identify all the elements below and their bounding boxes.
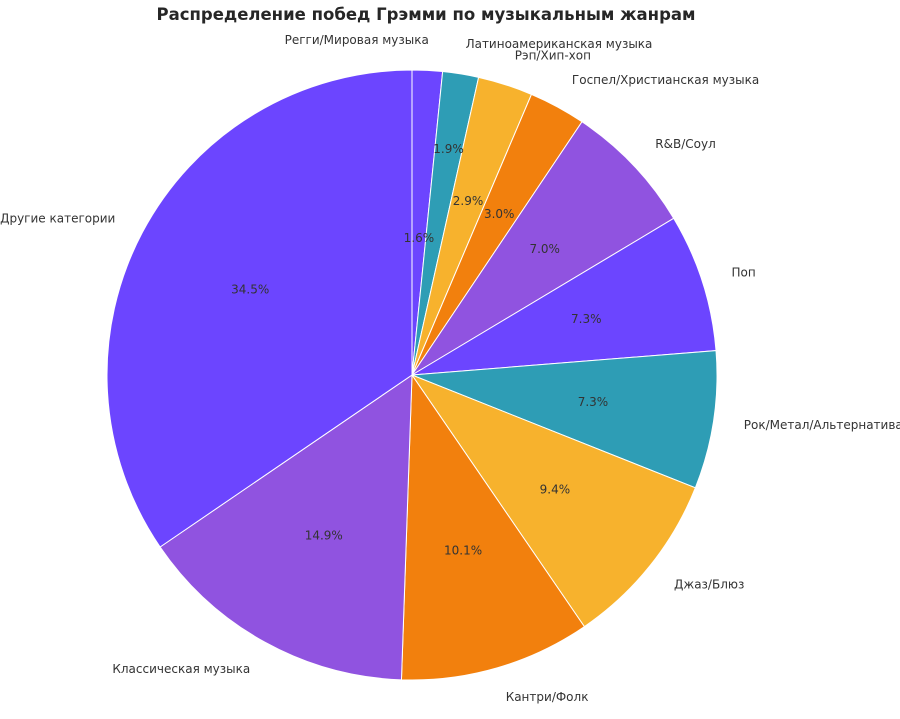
slice-percent-label: 14.9% (305, 528, 343, 542)
slice-percent-label: 9.4% (540, 482, 571, 496)
slice-label: Поп (732, 266, 756, 280)
pie-slice (400, 373, 586, 681)
slice-percent-label: 1.9% (433, 142, 464, 156)
slice-label: Рок/Метал/Альтернатива (744, 418, 900, 432)
slice-percent-label: 1.6% (404, 231, 435, 245)
slice-label: Другие категории (0, 211, 115, 225)
slice-label: Джаз/Блюз (674, 578, 744, 592)
slice-percent-label: 7.3% (578, 395, 609, 409)
slice-label: Классическая музыка (112, 662, 250, 676)
slice-percent-label: 34.5% (231, 283, 269, 297)
pie-slice (159, 374, 413, 681)
pie-slice (106, 69, 413, 548)
slice-percent-label: 2.9% (453, 194, 484, 208)
pie-slice (410, 373, 697, 628)
slice-label: Кантри/Фолк (506, 690, 589, 704)
slice-percent-label: 7.3% (571, 312, 602, 326)
pie-slice (411, 350, 718, 489)
slice-percent-label: 3.0% (484, 207, 515, 221)
chart-title: Распределение побед Грэмми по музыкальны… (156, 5, 695, 24)
slice-label: R&B/Соул (655, 137, 715, 151)
slice-label: Латиноамериканская музыка (466, 37, 653, 51)
slice-label: Госпел/Христианская музыка (572, 73, 759, 87)
slice-label: Регги/Мировая музыка (285, 33, 429, 47)
pie-slice (411, 121, 675, 376)
slice-percent-label: 10.1% (444, 544, 482, 558)
slice-label: Рэп/Хип-хоп (515, 49, 591, 63)
slice-percent-label: 7.0% (529, 242, 560, 256)
pie-slice (411, 217, 717, 376)
